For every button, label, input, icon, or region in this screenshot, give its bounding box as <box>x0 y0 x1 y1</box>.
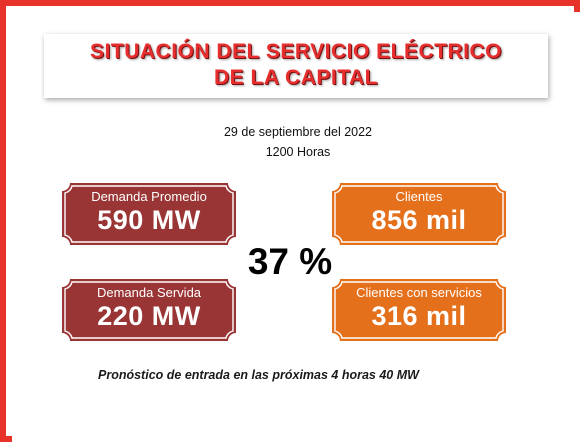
card-label: Clientes con servicios <box>356 285 482 300</box>
card-value: 590 MW <box>97 205 201 235</box>
card-shape <box>62 183 236 245</box>
title-box: SITUACIÓN DEL SERVICIO ELÉCTRICO DE LA C… <box>44 34 548 98</box>
card-shape <box>332 183 506 245</box>
title-line-1: SITUACIÓN DEL SERVICIO ELÉCTRICO <box>90 40 502 63</box>
percent-value: 37 % <box>247 241 333 282</box>
demand-average-card: Demanda Promedio 590 MW <box>62 183 236 245</box>
card-label: Demanda Promedio <box>91 189 207 204</box>
forecast-note: Pronóstico de entrada en las próximas 4 … <box>98 368 419 382</box>
card-label: Demanda Servida <box>96 285 202 300</box>
title-line-2: DE LA CAPITAL <box>214 66 378 89</box>
clients-card: Clientes 856 mil <box>332 183 506 245</box>
card-value: 220 MW <box>97 301 201 331</box>
demand-served-card: Demanda Servida 220 MW <box>62 279 236 341</box>
card-value: 856 mil <box>371 205 467 235</box>
card-shape <box>332 279 506 341</box>
card-label: Clientes <box>395 189 443 204</box>
report-date: 29 de septiembre del 2022 <box>223 125 373 139</box>
card-shape <box>62 279 236 341</box>
clients-with-service-card: Clientes con servicios 316 mil <box>332 279 506 341</box>
card-value: 316 mil <box>371 301 467 331</box>
report-time: 1200 Horas <box>265 145 331 159</box>
